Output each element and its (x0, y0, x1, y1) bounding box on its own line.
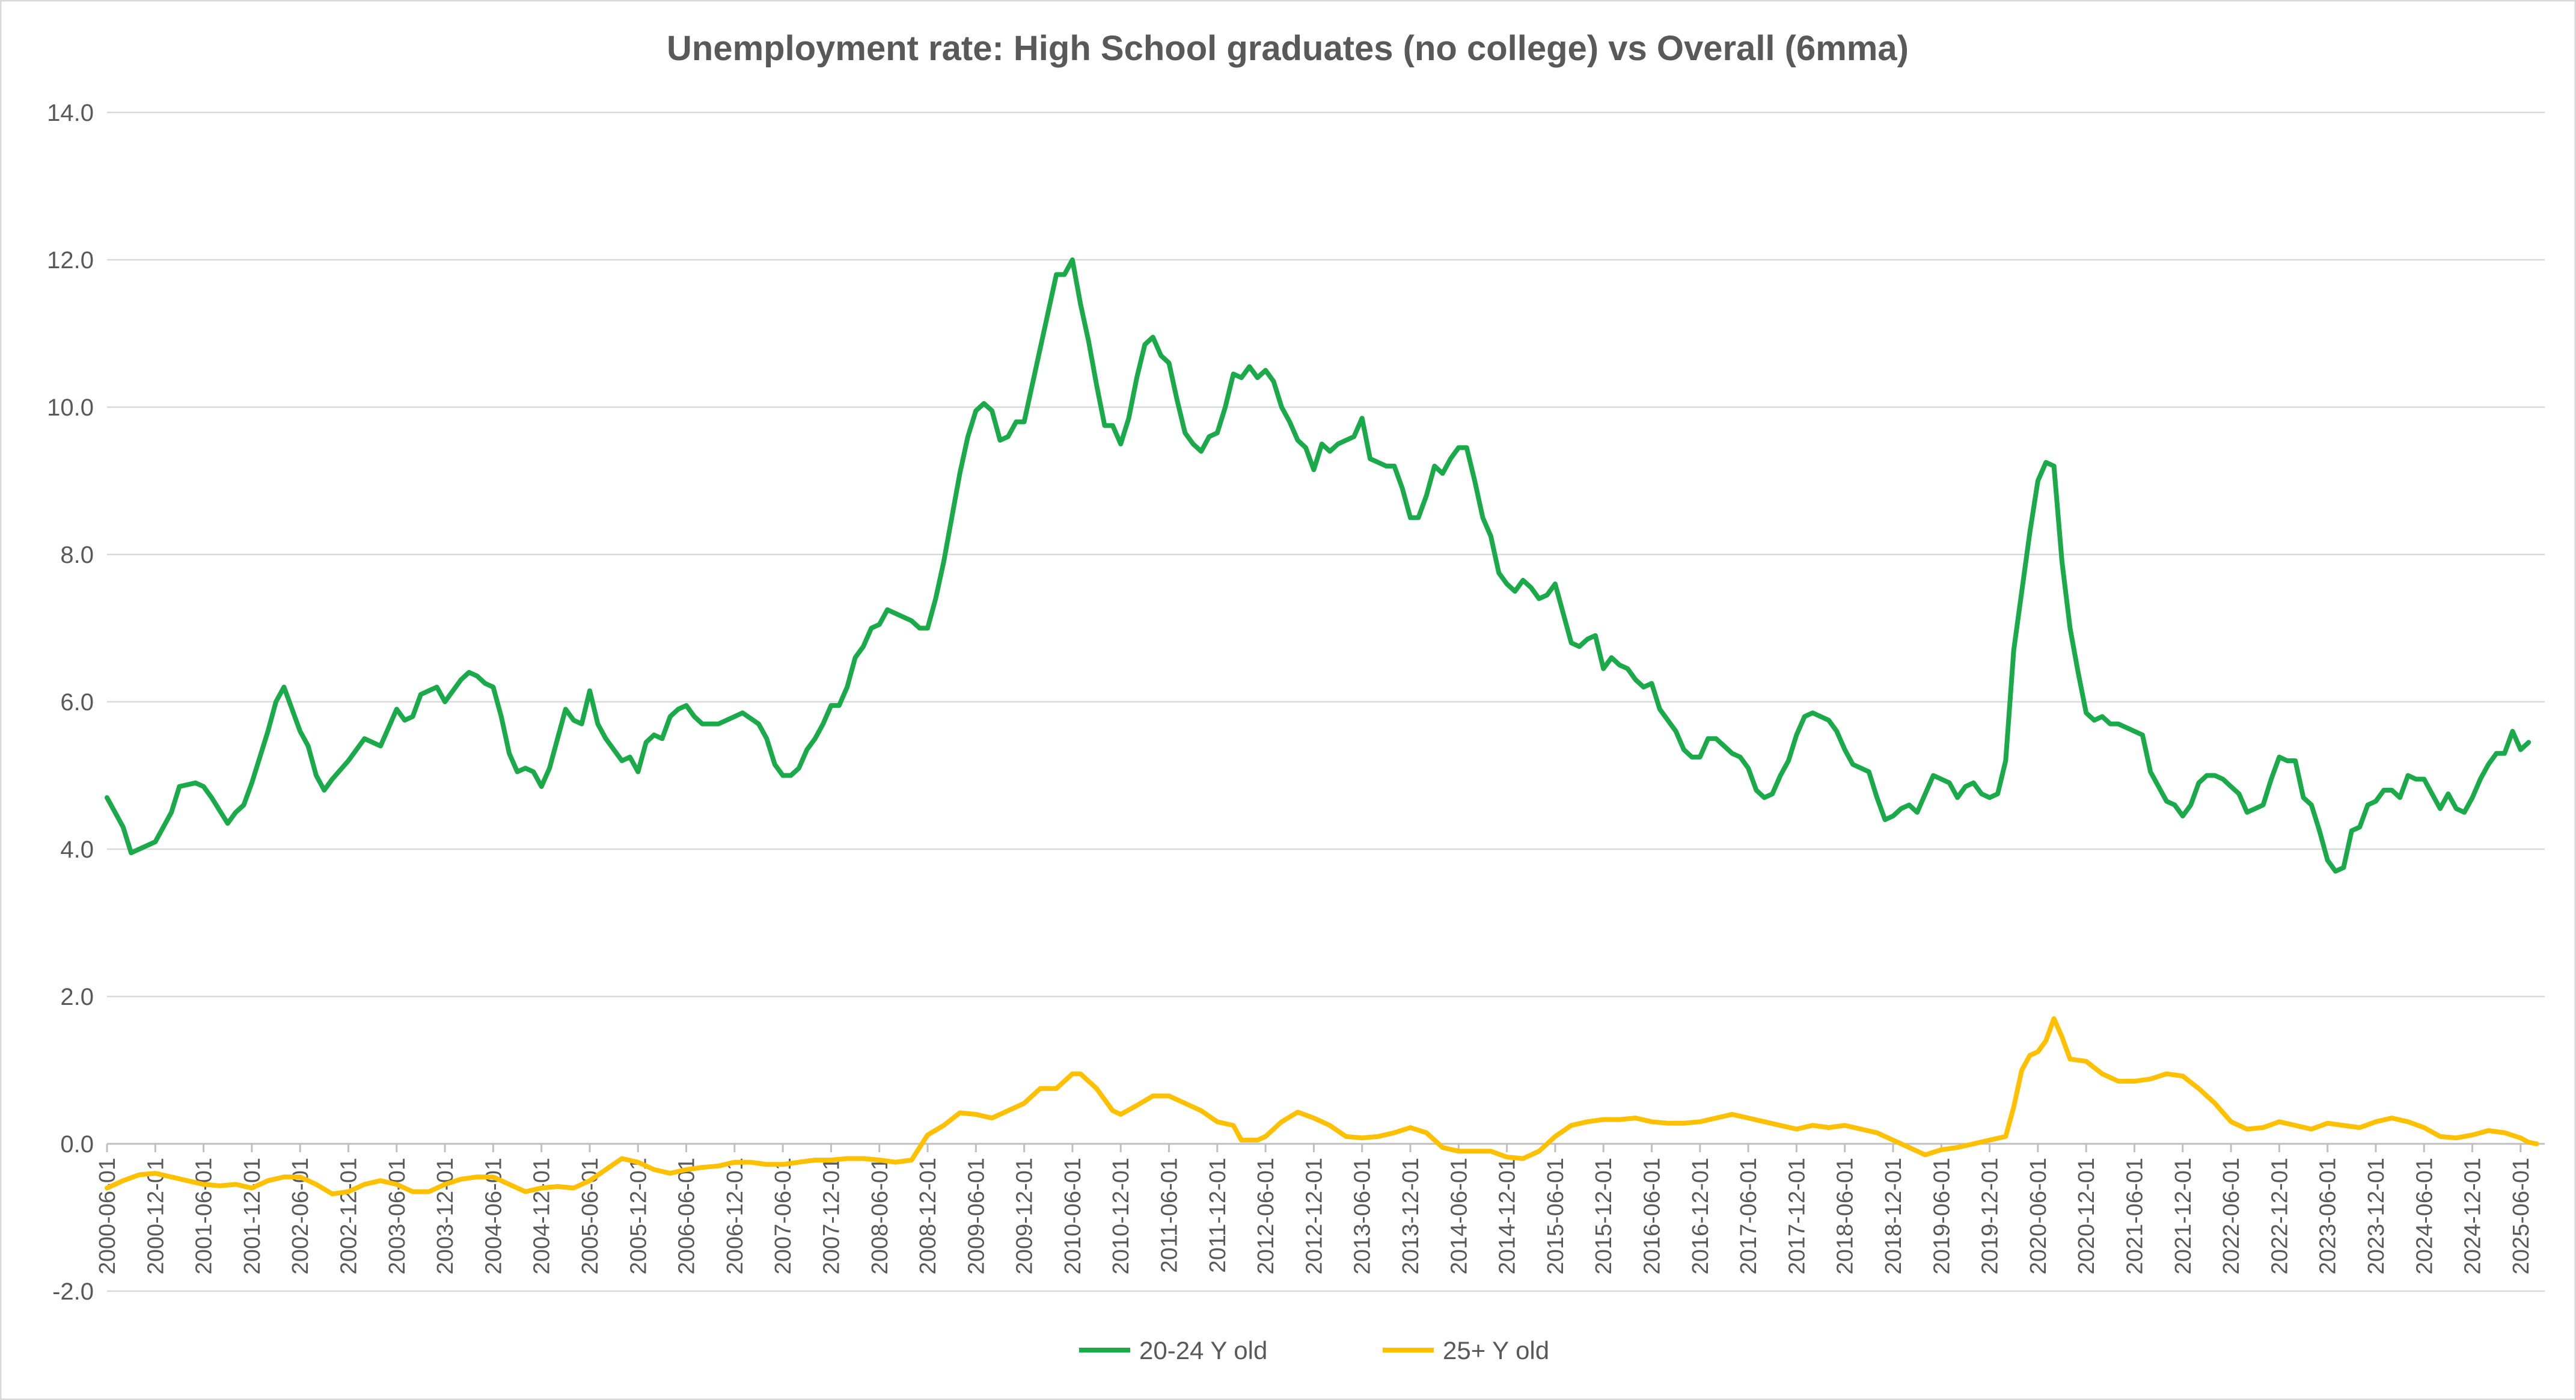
x-tick-label: 2022-12-01 (2267, 1158, 2292, 1274)
x-tick-label: 2006-12-01 (723, 1158, 748, 1274)
x-tick-label: 2008-12-01 (916, 1158, 941, 1274)
x-tick-label: 2008-06-01 (867, 1158, 893, 1274)
x-tick-label: 2023-12-01 (2364, 1158, 2389, 1274)
x-tick-label: 2009-06-01 (964, 1158, 989, 1274)
y-tick-label: 2.0 (60, 984, 94, 1010)
x-tick-label: 2003-12-01 (433, 1158, 458, 1274)
x-tick-label: 2000-06-01 (95, 1158, 120, 1274)
x-tick-label: 2001-12-01 (240, 1158, 265, 1274)
x-tick-label: 2013-06-01 (1350, 1158, 1375, 1274)
x-tick-label: 2013-12-01 (1398, 1158, 1424, 1274)
y-tick-label: 10.0 (47, 395, 94, 421)
x-tick-label: 2021-12-01 (2171, 1158, 2196, 1274)
series-line-25-y-old (105, 1016, 2539, 1197)
x-tick-label: 2011-06-01 (1157, 1158, 1182, 1273)
x-tick-label: 2020-12-01 (2074, 1158, 2099, 1274)
x-tick-label: 2015-06-01 (1543, 1158, 1568, 1274)
x-tick-label: 2021-06-01 (2122, 1158, 2147, 1274)
legend: 20-24 Y old 25+ Y old (1079, 1336, 1549, 1365)
legend-label: 25+ Y old (1443, 1336, 1549, 1365)
legend-label: 20-24 Y old (1139, 1336, 1267, 1365)
x-tick-label: 2005-12-01 (626, 1158, 651, 1274)
x-tick-label: 2016-12-01 (1688, 1158, 1713, 1274)
x-tick-label: 2024-06-01 (2412, 1158, 2437, 1274)
x-tick-label: 2024-12-01 (2461, 1158, 2486, 1274)
x-tick-label: 2019-06-01 (1929, 1158, 1954, 1274)
gridlines (107, 111, 2545, 1292)
x-tick-label: 2017-06-01 (1736, 1158, 1761, 1274)
x-tick-label: 2001-06-01 (192, 1158, 217, 1274)
y-tick-label: 4.0 (60, 837, 94, 863)
x-tick-label: 2006-06-01 (675, 1158, 700, 1274)
x-tick-label: 2017-12-01 (1784, 1158, 1810, 1274)
y-axis-tick-labels: -2.0 0.0 2.0 4.0 6.0 8.0 10.0 12.0 14.0 (47, 100, 94, 1305)
y-tick-label: 0.0 (60, 1131, 94, 1158)
x-tick-label: 2016-06-01 (1640, 1158, 1665, 1274)
x-tick-label: 2011-12-01 (1205, 1158, 1231, 1273)
x-tick-label: 2003-06-01 (385, 1158, 410, 1274)
x-tick-label: 2012-06-01 (1253, 1158, 1279, 1274)
y-tick-label: -2.0 (52, 1279, 94, 1305)
y-tick-label: 14.0 (47, 100, 94, 126)
x-tick-label: 2009-12-01 (1012, 1158, 1038, 1274)
x-tick-label: 2018-06-01 (1833, 1158, 1858, 1274)
x-tick-label: 2010-12-01 (1109, 1158, 1134, 1274)
chart-title: Unemployment rate: High School graduates… (667, 29, 1909, 68)
x-tick-label: 2019-12-01 (1978, 1158, 2003, 1274)
x-tick-label: 2018-12-01 (1881, 1158, 1906, 1274)
x-tick-label: 2007-12-01 (819, 1158, 844, 1274)
x-tick-label: 2023-06-01 (2316, 1158, 2341, 1274)
x-tick-label: 2007-06-01 (771, 1158, 796, 1274)
x-tick-label: 2025-06-01 (2509, 1158, 2534, 1274)
x-tick-label: 2004-12-01 (530, 1158, 555, 1274)
y-tick-label: 12.0 (47, 247, 94, 274)
x-tick-label: 2012-12-01 (1302, 1158, 1327, 1274)
y-tick-label: 8.0 (60, 542, 94, 568)
x-tick-label: 2015-12-01 (1591, 1158, 1617, 1274)
x-tick-label: 2002-12-01 (336, 1158, 361, 1274)
x-tick-label: 2022-06-01 (2219, 1158, 2244, 1274)
y-tick-label: 6.0 (60, 689, 94, 716)
x-tick-label: 2020-06-01 (2026, 1158, 2051, 1274)
series-line-20-24-y-old (105, 257, 2532, 874)
x-tick-label: 2014-06-01 (1446, 1158, 1472, 1274)
x-tick-label: 2014-12-01 (1495, 1158, 1520, 1274)
series-lines (105, 257, 2539, 1197)
x-tick-label: 2010-06-01 (1060, 1158, 1086, 1274)
